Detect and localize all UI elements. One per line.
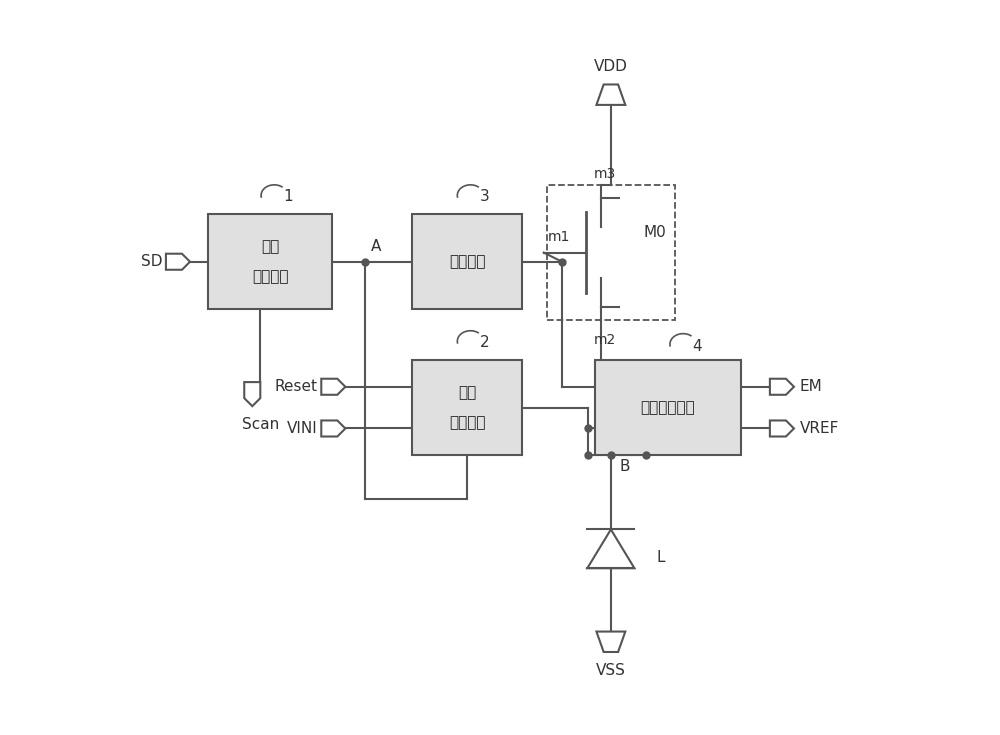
Text: m1: m1 — [547, 230, 570, 244]
Bar — [595, 360, 741, 455]
Polygon shape — [244, 382, 260, 406]
Text: L: L — [657, 550, 665, 564]
Text: 4: 4 — [693, 340, 702, 354]
Text: 存储模块: 存储模块 — [449, 254, 485, 269]
Text: VREF: VREF — [800, 421, 839, 436]
Text: VSS: VSS — [596, 663, 626, 678]
Bar — [547, 185, 675, 320]
Polygon shape — [166, 254, 190, 270]
Text: 数据: 数据 — [261, 239, 279, 254]
Text: m2: m2 — [594, 333, 616, 347]
Text: 发光控制模块: 发光控制模块 — [640, 400, 695, 415]
Text: EM: EM — [800, 379, 823, 394]
Text: 3: 3 — [480, 189, 490, 204]
Text: Reset: Reset — [275, 379, 318, 394]
Bar — [412, 215, 522, 309]
Text: 补偿: 补偿 — [458, 385, 476, 400]
Text: 2: 2 — [480, 335, 490, 350]
Text: SD: SD — [141, 254, 163, 269]
Text: VDD: VDD — [594, 59, 628, 74]
Bar — [412, 360, 522, 455]
Text: m3: m3 — [594, 168, 616, 182]
Polygon shape — [770, 420, 794, 437]
Text: VINI: VINI — [287, 421, 318, 436]
Polygon shape — [770, 379, 794, 395]
Text: A: A — [371, 240, 381, 254]
Text: B: B — [620, 459, 630, 473]
Text: Scan: Scan — [242, 417, 279, 432]
Polygon shape — [596, 631, 625, 652]
Text: M0: M0 — [644, 225, 666, 240]
Polygon shape — [587, 529, 634, 568]
Polygon shape — [321, 379, 345, 395]
Text: 写入模块: 写入模块 — [252, 270, 288, 284]
Bar — [208, 215, 332, 309]
Text: 控制模块: 控制模块 — [449, 415, 485, 431]
Polygon shape — [321, 420, 345, 437]
Polygon shape — [596, 85, 625, 105]
Text: 1: 1 — [284, 189, 293, 204]
